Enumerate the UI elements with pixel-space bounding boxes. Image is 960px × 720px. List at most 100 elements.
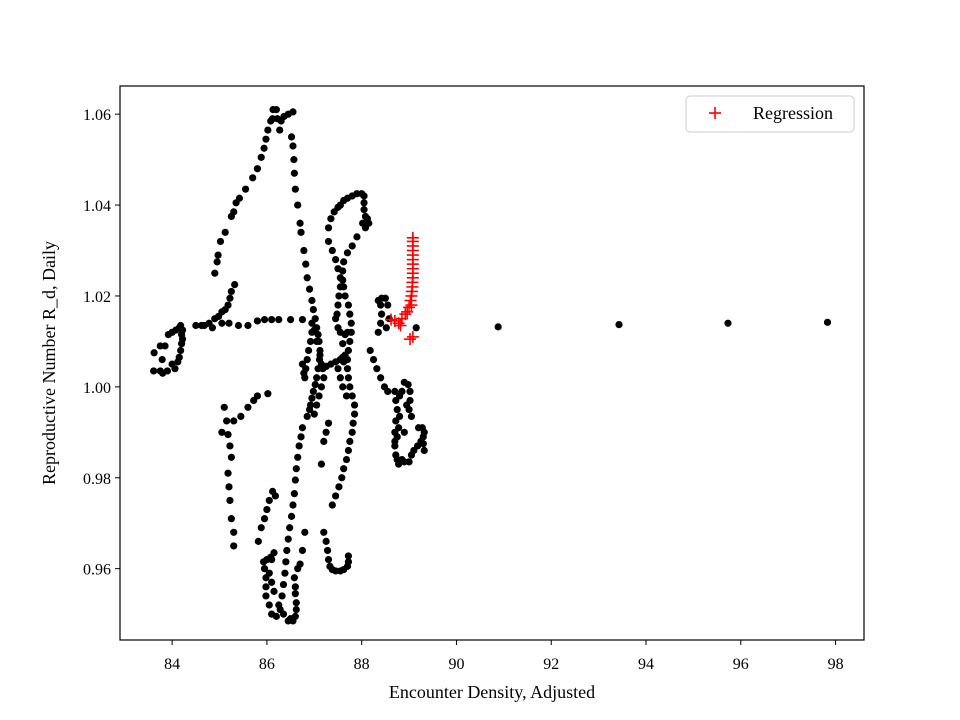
data-point bbox=[391, 437, 399, 445]
data-point bbox=[291, 185, 299, 193]
data-point bbox=[412, 324, 420, 332]
data-point bbox=[276, 126, 284, 134]
data-point bbox=[230, 417, 238, 425]
data-point bbox=[406, 387, 414, 396]
data-point bbox=[253, 165, 262, 173]
data-point bbox=[291, 476, 299, 484]
data-point bbox=[377, 319, 385, 327]
x-tick-label: 96 bbox=[733, 656, 749, 673]
y-tick-label: 1.06 bbox=[83, 107, 111, 124]
data-point bbox=[289, 501, 297, 509]
data-point bbox=[208, 324, 217, 332]
data-point bbox=[332, 492, 340, 500]
data-point bbox=[391, 387, 399, 396]
data-point bbox=[303, 355, 311, 364]
data-point bbox=[268, 610, 276, 618]
data-point bbox=[262, 583, 270, 591]
data-point bbox=[308, 394, 316, 402]
data-point bbox=[292, 599, 300, 607]
data-point bbox=[341, 351, 349, 359]
data-point bbox=[310, 410, 318, 418]
regression-plus-icon bbox=[709, 107, 721, 119]
data-point bbox=[158, 355, 166, 364]
data-point bbox=[223, 417, 231, 425]
data-point bbox=[365, 219, 373, 227]
data-point bbox=[286, 524, 294, 532]
data-point bbox=[309, 305, 317, 314]
data-point bbox=[350, 410, 359, 418]
y-axis-label: Reproductive Number R_d, Daily bbox=[39, 241, 59, 485]
regression-point bbox=[399, 308, 412, 321]
data-point bbox=[344, 446, 353, 455]
data-point bbox=[221, 228, 229, 236]
data-point bbox=[278, 592, 286, 600]
data-point bbox=[224, 301, 232, 309]
data-point bbox=[374, 328, 382, 336]
x-tick-label: 98 bbox=[828, 656, 844, 673]
data-point bbox=[419, 440, 427, 448]
data-point bbox=[294, 453, 302, 461]
data-point bbox=[260, 515, 269, 523]
data-point bbox=[414, 424, 423, 432]
data-point bbox=[178, 326, 187, 334]
data-point bbox=[257, 524, 265, 532]
data-point bbox=[343, 365, 352, 373]
legend-label-regression: Regression bbox=[753, 103, 833, 123]
data-point bbox=[226, 442, 234, 450]
data-point bbox=[297, 433, 305, 441]
data-point bbox=[303, 412, 311, 421]
data-point bbox=[340, 465, 348, 473]
data-point bbox=[244, 403, 252, 411]
regression-point bbox=[394, 319, 407, 332]
x-tick-label: 86 bbox=[259, 656, 275, 673]
data-point bbox=[290, 574, 298, 582]
data-point bbox=[336, 355, 344, 364]
data-point bbox=[289, 108, 297, 116]
data-point bbox=[494, 323, 502, 331]
data-point bbox=[335, 483, 343, 491]
regression-point bbox=[403, 301, 416, 314]
data-point bbox=[287, 512, 296, 520]
data-point bbox=[270, 587, 278, 595]
data-point bbox=[391, 428, 399, 436]
data-point bbox=[279, 610, 288, 618]
data-point bbox=[213, 258, 221, 266]
data-point bbox=[313, 337, 321, 346]
plot-area bbox=[120, 86, 864, 640]
data-point bbox=[227, 453, 235, 461]
data-point bbox=[382, 324, 390, 332]
data-point bbox=[275, 601, 283, 609]
data-point bbox=[315, 392, 323, 400]
data-point bbox=[260, 144, 268, 152]
data-point bbox=[161, 342, 169, 350]
y-tick-label: 0.96 bbox=[83, 562, 111, 579]
data-point bbox=[249, 174, 257, 182]
data-point bbox=[360, 206, 368, 214]
data-point bbox=[336, 374, 344, 382]
y-axis-ticks: 0.96 0.98 1.00 1.02 1.04 1.06 bbox=[83, 107, 120, 579]
y-tick-label: 1.02 bbox=[83, 289, 111, 306]
data-point bbox=[392, 417, 400, 425]
data-point bbox=[338, 474, 346, 482]
data-point bbox=[320, 528, 328, 536]
data-point bbox=[268, 315, 276, 324]
data-point bbox=[349, 419, 357, 427]
data-point bbox=[163, 367, 171, 375]
data-point bbox=[227, 287, 235, 296]
data-point bbox=[301, 528, 309, 536]
data-point bbox=[309, 387, 317, 396]
data-point bbox=[823, 318, 832, 326]
data-point bbox=[268, 578, 276, 586]
data-point bbox=[289, 142, 297, 150]
data-point bbox=[420, 446, 428, 455]
data-point bbox=[347, 319, 355, 327]
data-point bbox=[344, 374, 353, 382]
plot-frame bbox=[119, 85, 865, 641]
data-point bbox=[295, 442, 303, 450]
data-point bbox=[324, 237, 333, 246]
data-point bbox=[264, 390, 272, 398]
data-point bbox=[178, 335, 187, 343]
data-point bbox=[322, 428, 330, 436]
data-point bbox=[296, 560, 304, 568]
legend-marker-regression bbox=[709, 107, 721, 119]
